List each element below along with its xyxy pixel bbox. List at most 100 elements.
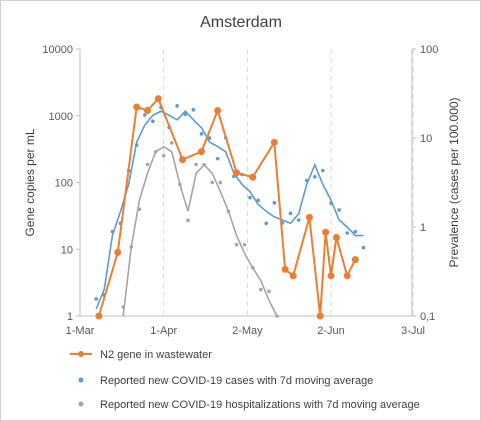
chart-title: Amsterdam (200, 14, 282, 31)
hospital-point (186, 218, 190, 223)
wastewater-marker (327, 272, 335, 280)
cases-series (94, 104, 366, 310)
wastewater-marker (114, 248, 122, 256)
wastewater-marker (197, 148, 205, 156)
cases-point (337, 208, 341, 212)
cases-point (207, 136, 212, 140)
tick-labels: 1-Mar 1-Apr 2-May 2-Jun 3-Jul 1 10 100 1000 10000… (42, 44, 438, 337)
wastewater-marker (133, 103, 141, 111)
cases-point (175, 104, 179, 108)
hospital-point (234, 242, 239, 247)
hospital-point (178, 182, 182, 187)
x-tick-label: 2-Jun (317, 325, 345, 337)
wastewater-marker (270, 138, 278, 146)
wastewater-marker (233, 169, 241, 177)
wastewater-marker (214, 106, 222, 114)
y-tick-label: 1000 (49, 111, 73, 123)
wastewater-marker (249, 173, 257, 181)
hospital-point (121, 305, 125, 309)
cases-point (183, 112, 188, 117)
hospital-point (194, 162, 198, 167)
legend-item-hospital: Reported new COVID-19 hospitalizations w… (78, 399, 420, 411)
y2-tick-label: 0,1 (420, 311, 435, 323)
wastewater-marker (332, 233, 340, 241)
cases-point (296, 218, 301, 222)
legend-item-wastewater: N2 gene in wastewater (70, 349, 212, 361)
cases-point (191, 108, 196, 112)
hospital-point (129, 244, 134, 249)
hospital-point (169, 140, 174, 145)
cases-point (272, 201, 277, 205)
cases-point (215, 156, 220, 161)
wastewater-marker (95, 312, 103, 320)
legend-cases-label: Reported new COVID-19 cases with 7d movi… (100, 375, 373, 387)
cases-point (353, 229, 358, 234)
cases-point (345, 231, 350, 235)
wastewater-series (95, 95, 359, 320)
y2-tick-label: 10 (420, 133, 432, 145)
y2-tick-label: 100 (420, 44, 438, 56)
cases-point (288, 211, 293, 216)
hospital-point (259, 287, 263, 292)
x-tick-label: 1-Mar (66, 325, 95, 337)
cases-point (94, 297, 98, 301)
wastewater-marker (179, 156, 187, 164)
y-tick-label: 10 (61, 244, 73, 256)
wastewater-marker (281, 265, 289, 273)
legend-cases-marker (78, 377, 84, 383)
wastewater-marker (143, 106, 151, 114)
hospital-point (250, 265, 255, 270)
cases-point (110, 229, 115, 234)
cases-point (256, 198, 260, 203)
cases-point (248, 195, 252, 200)
legend: N2 gene in wastewater Reported new COVID… (70, 349, 420, 411)
wastewater-marker (322, 228, 330, 236)
cases-point (264, 221, 269, 226)
axes (76, 48, 416, 317)
hospital-point (145, 162, 150, 167)
hospital-point (153, 149, 158, 154)
x-tick-label: 2-May (232, 325, 263, 337)
y-tick-label: 100 (55, 178, 73, 190)
wastewater-marker (305, 213, 313, 221)
hospital-point (210, 180, 215, 185)
cases-point (313, 174, 317, 179)
legend-hospital-marker (78, 401, 84, 407)
wastewater-marker (351, 256, 359, 264)
hospital-point (226, 209, 231, 214)
cases-point (361, 245, 366, 250)
hospital-point (242, 242, 247, 247)
wastewater-marker (154, 95, 162, 103)
cases-point (304, 178, 309, 183)
y-axis-title: Gene copies per mL (23, 128, 37, 236)
hospital-point (137, 207, 142, 212)
y-tick-label: 10000 (42, 44, 73, 56)
wastewater-marker (343, 272, 351, 280)
hospital-point (161, 153, 166, 158)
hospital-point (218, 180, 223, 185)
cases-avg-line (95, 110, 364, 310)
hospital-point (267, 289, 271, 294)
legend-hospital-label: Reported new COVID-19 hospitalizations w… (100, 399, 420, 411)
cases-point (151, 119, 155, 124)
cases-point (142, 113, 147, 117)
y2-axis-title: Prevalence (cases per 100.000) (447, 97, 461, 267)
y-tick-label: 1 (67, 311, 73, 323)
x-tick-label: 1-Apr (150, 325, 177, 337)
wastewater-marker (316, 312, 324, 320)
legend-item-cases: Reported new COVID-19 cases with 7d movi… (78, 375, 373, 387)
y2-tick-label: 1 (420, 222, 426, 234)
hospital-avg-line (122, 145, 278, 317)
cases-point (134, 143, 139, 147)
x-tick-label: 3-Jul (401, 325, 425, 337)
cases-point (321, 168, 325, 173)
legend-wastewater-marker (78, 351, 84, 357)
cases-point (329, 201, 333, 206)
hospital-point (202, 162, 206, 167)
hospital-point (275, 314, 279, 318)
grid (163, 49, 414, 316)
legend-wastewater-label: N2 gene in wastewater (100, 349, 212, 361)
wastewater-marker (289, 272, 297, 280)
cases-point (199, 132, 204, 136)
hospital-series (121, 140, 279, 318)
